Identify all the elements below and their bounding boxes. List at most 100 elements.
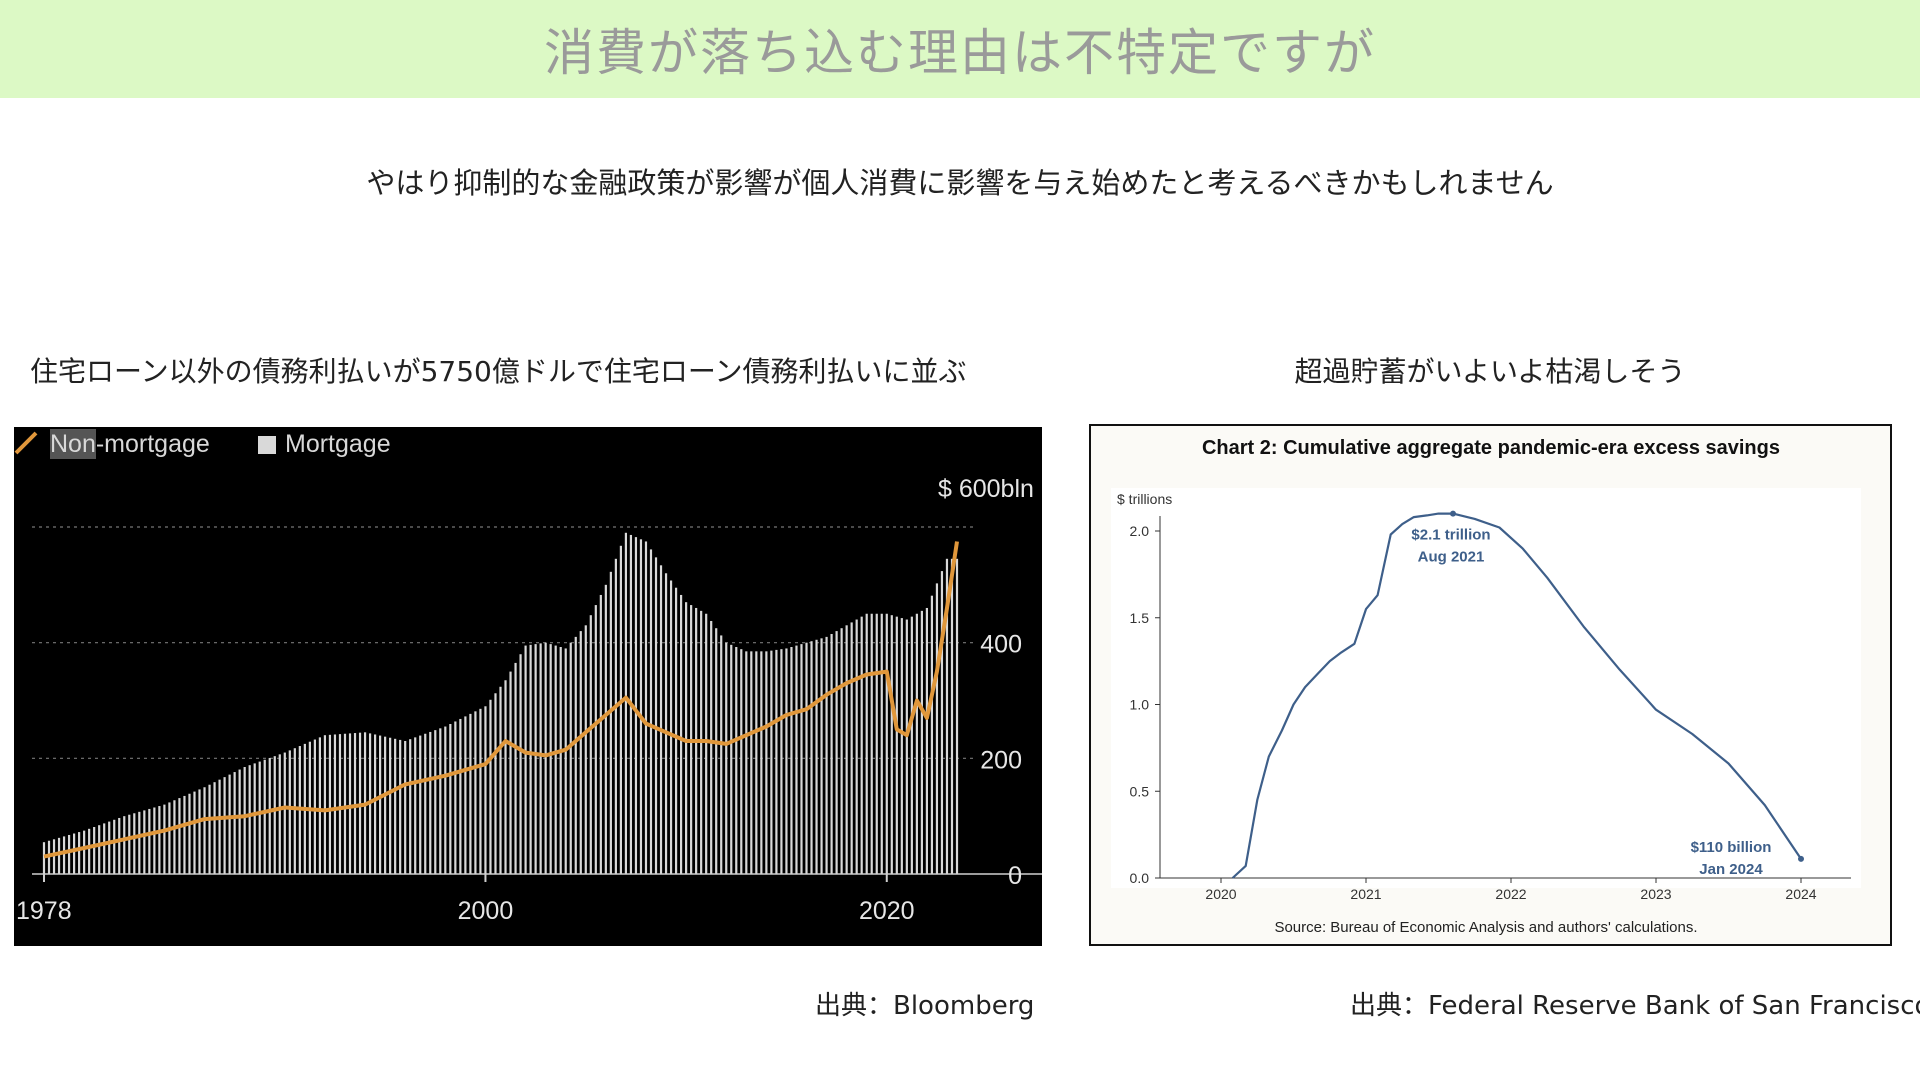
- mortgage-bar: [880, 613, 883, 874]
- mortgage-bar: [143, 810, 146, 874]
- mortgage-bar: [283, 752, 286, 874]
- mortgage-bar: [945, 558, 949, 874]
- mortgage-bar: [72, 833, 76, 874]
- mortgage-bar: [644, 541, 648, 874]
- legend-label-non-mortgage: Non-mortgage: [50, 430, 210, 458]
- mortgage-bar: [674, 587, 678, 874]
- mortgage-bar: [464, 716, 467, 874]
- mortgage-bar: [213, 782, 216, 874]
- chart-title: Chart 2: Cumulative aggregate pandemic-e…: [1202, 437, 1780, 459]
- slide-title: 消費が落ち込む理由は不特定ですが: [544, 24, 1376, 82]
- mortgage-bar: [790, 647, 793, 874]
- mortgage-bar: [83, 830, 86, 874]
- mortgage-bar: [820, 638, 823, 874]
- mortgage-bar: [905, 619, 908, 874]
- mortgage-bar: [835, 631, 838, 874]
- mortgage-bar: [519, 654, 522, 874]
- mortgage-bar: [489, 699, 492, 874]
- mortgage-bar: [569, 642, 572, 874]
- mortgage-bar: [268, 757, 271, 874]
- mortgage-bar: [955, 558, 959, 874]
- mortgage-bar: [614, 558, 617, 874]
- mortgage-bar: [494, 693, 497, 874]
- mortgage-bar: [930, 595, 934, 874]
- mortgage-bar: [373, 734, 377, 874]
- mortgage-bar: [469, 713, 472, 874]
- mortgage-bar: [659, 565, 663, 874]
- mortgage-bar: [218, 779, 221, 874]
- annotations: $2.1 trillion Aug 2021 $110 billion Jan 202…: [1411, 527, 1771, 878]
- mortgage-bar: [123, 816, 126, 874]
- mortgage-bar: [935, 583, 939, 874]
- mortgage-bar: [720, 635, 723, 874]
- annotation-label: $2.1 trillion: [1411, 527, 1490, 544]
- right-source: 出典：Federal Reserve Bank of San Francisco: [1350, 991, 1920, 1021]
- y-tick-label: 0: [1008, 862, 1022, 890]
- mortgage-bar: [173, 800, 176, 874]
- mortgage-bar: [559, 647, 562, 874]
- y-tick-label: 1.5: [1130, 610, 1150, 626]
- chart-source-note: Source: Bureau of Economic Analysis and …: [1274, 919, 1697, 936]
- mortgage-bar: [193, 791, 196, 874]
- mortgage-bar: [313, 739, 316, 874]
- mortgage-bar: [248, 765, 251, 874]
- x-tick-labels: 2020 2021 2022 2023 2024: [1205, 878, 1817, 902]
- mortgage-bar: [253, 763, 256, 874]
- mortgage-bar: [840, 628, 843, 874]
- plot-area: [1111, 488, 1861, 888]
- mortgage-bar: [940, 571, 944, 874]
- mortgage-bar: [785, 648, 788, 874]
- mortgage-bar: [263, 759, 266, 874]
- mortgage-bar: [710, 620, 713, 874]
- mortgage-bar: [348, 733, 352, 874]
- mortgage-bar: [534, 644, 537, 874]
- mortgage-bar: [404, 740, 407, 874]
- mortgage-bar: [920, 610, 923, 874]
- mortgage-bar: [735, 647, 738, 874]
- mortgage-bar: [328, 734, 332, 874]
- y-axis-label: $ trillions: [1117, 491, 1172, 507]
- y-tick-label: 2.0: [1130, 523, 1150, 539]
- mortgage-bar: [599, 594, 602, 874]
- mortgage-bar: [62, 836, 66, 874]
- y-tick-labels: 400 200 0: [980, 631, 1022, 890]
- mortgage-bar: [198, 789, 201, 874]
- peak-marker: [1450, 510, 1456, 517]
- x-tick-label: 2023: [1640, 886, 1671, 902]
- mortgage-bar: [750, 651, 753, 874]
- x-tick-label: 2022: [1495, 886, 1526, 902]
- mortgage-bar: [333, 734, 337, 874]
- mortgage-bar: [223, 777, 226, 874]
- mortgage-bar: [394, 738, 397, 874]
- mortgage-bar: [409, 739, 412, 874]
- mortgage-bar: [745, 651, 748, 874]
- mortgage-bar: [845, 625, 848, 874]
- y-tick-label: 400: [980, 631, 1022, 659]
- mortgage-bar: [855, 619, 858, 874]
- mortgage-bar: [730, 644, 733, 874]
- mortgage-bar: [715, 628, 718, 874]
- mortgage-bar: [549, 644, 552, 874]
- y-tick-label: 0.0: [1130, 870, 1150, 886]
- mortgage-bar: [594, 605, 597, 874]
- mortgage-bar: [795, 645, 798, 874]
- mortgage-bar: [604, 584, 607, 874]
- mortgage-bar: [524, 645, 527, 874]
- mortgage-bar: [760, 651, 763, 874]
- mortgage-bar: [419, 735, 422, 874]
- mortgage-bar: [318, 737, 322, 874]
- mortgage-bar: [93, 827, 96, 874]
- mortgage-bar: [725, 642, 728, 874]
- top-axis-label: $ 600bln: [938, 475, 1034, 503]
- excess-savings-line: [1231, 512, 1802, 879]
- mortgage-bar: [474, 711, 477, 874]
- mortgage-bar: [579, 631, 582, 874]
- mortgage-bar: [449, 723, 452, 874]
- mortgage-bar: [499, 686, 502, 874]
- mortgage-bar: [439, 728, 442, 874]
- y-tick-label: 200: [980, 746, 1022, 774]
- mortgage-bar: [188, 793, 191, 874]
- mortgage-bar: [88, 828, 91, 874]
- annotation-label: Jan 2024: [1699, 861, 1763, 878]
